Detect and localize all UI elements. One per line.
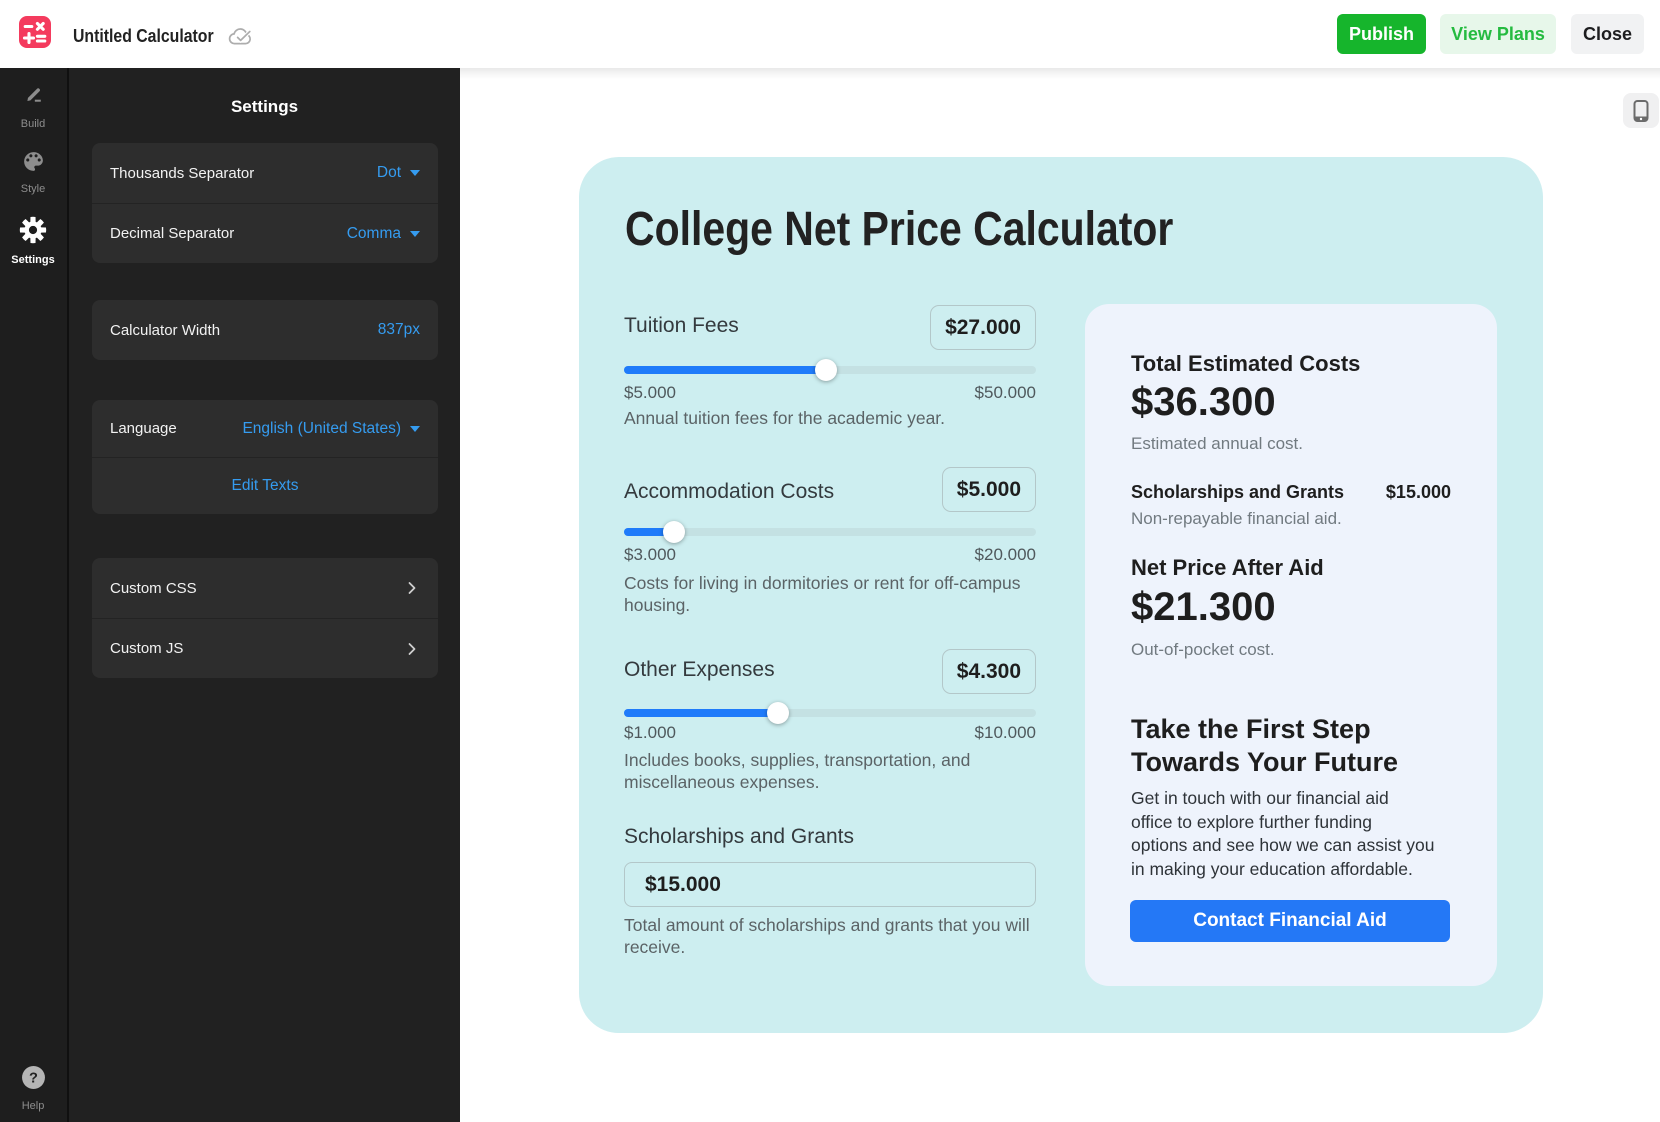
svg-text:?: ? xyxy=(29,1071,38,1087)
